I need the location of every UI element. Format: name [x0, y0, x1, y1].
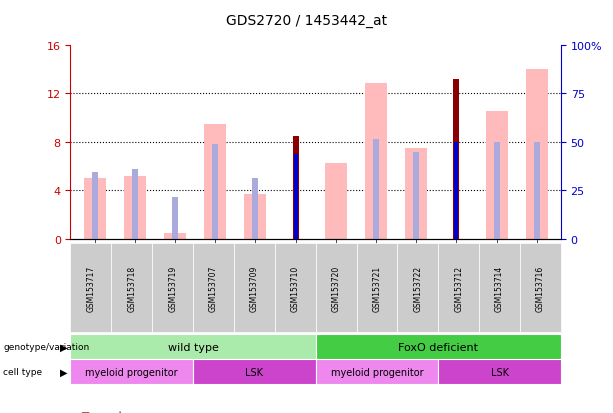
Bar — [526, 70, 548, 240]
Bar — [405, 149, 427, 240]
Bar — [245, 195, 267, 240]
Bar — [454, 140, 459, 240]
Text: genotype/variation: genotype/variation — [3, 342, 89, 351]
Bar — [292, 154, 299, 240]
Text: myeloid progenitor: myeloid progenitor — [85, 367, 178, 377]
Bar — [91, 173, 97, 240]
Text: count: count — [95, 410, 123, 413]
Text: GSM153716: GSM153716 — [536, 265, 545, 311]
Bar — [164, 233, 186, 240]
Bar — [204, 124, 226, 240]
Bar — [485, 112, 508, 240]
Bar — [316, 335, 561, 359]
Bar — [365, 84, 387, 240]
Text: GSM153722: GSM153722 — [413, 265, 422, 311]
Bar — [373, 140, 379, 240]
Text: GSM153720: GSM153720 — [332, 265, 341, 311]
Bar — [325, 163, 347, 240]
Bar — [70, 335, 316, 359]
Text: GSM153719: GSM153719 — [168, 265, 177, 311]
Bar — [294, 154, 297, 240]
Bar — [493, 142, 500, 240]
Text: GSM153712: GSM153712 — [454, 265, 463, 311]
Text: GSM153721: GSM153721 — [373, 265, 381, 311]
Text: GSM153710: GSM153710 — [291, 265, 300, 311]
Text: GSM153717: GSM153717 — [86, 265, 96, 311]
Bar — [124, 176, 146, 240]
Bar — [316, 359, 438, 384]
Text: LSK: LSK — [490, 367, 509, 377]
Text: GDS2720 / 1453442_at: GDS2720 / 1453442_at — [226, 14, 387, 28]
Text: ▶: ▶ — [60, 342, 67, 352]
Text: GSM153718: GSM153718 — [128, 265, 136, 311]
Bar — [212, 145, 218, 240]
Text: ▶: ▶ — [60, 367, 67, 377]
Text: LSK: LSK — [245, 367, 264, 377]
Bar — [193, 359, 316, 384]
Bar — [172, 197, 178, 240]
Text: GSM153707: GSM153707 — [209, 265, 218, 311]
Bar — [83, 179, 105, 240]
Text: cell type: cell type — [3, 367, 42, 376]
Bar — [438, 359, 561, 384]
Bar — [292, 136, 299, 240]
Text: wild type: wild type — [168, 342, 218, 352]
Bar — [454, 79, 459, 240]
Bar — [132, 169, 138, 240]
Text: FoxO deficient: FoxO deficient — [398, 342, 478, 352]
Text: GSM153714: GSM153714 — [495, 265, 504, 311]
Bar — [70, 359, 193, 384]
Text: GSM153709: GSM153709 — [250, 265, 259, 311]
Bar — [253, 179, 259, 240]
Bar — [413, 152, 419, 240]
Text: ■: ■ — [80, 410, 89, 413]
Text: myeloid progenitor: myeloid progenitor — [330, 367, 424, 377]
Bar — [454, 142, 459, 240]
Bar — [534, 142, 540, 240]
